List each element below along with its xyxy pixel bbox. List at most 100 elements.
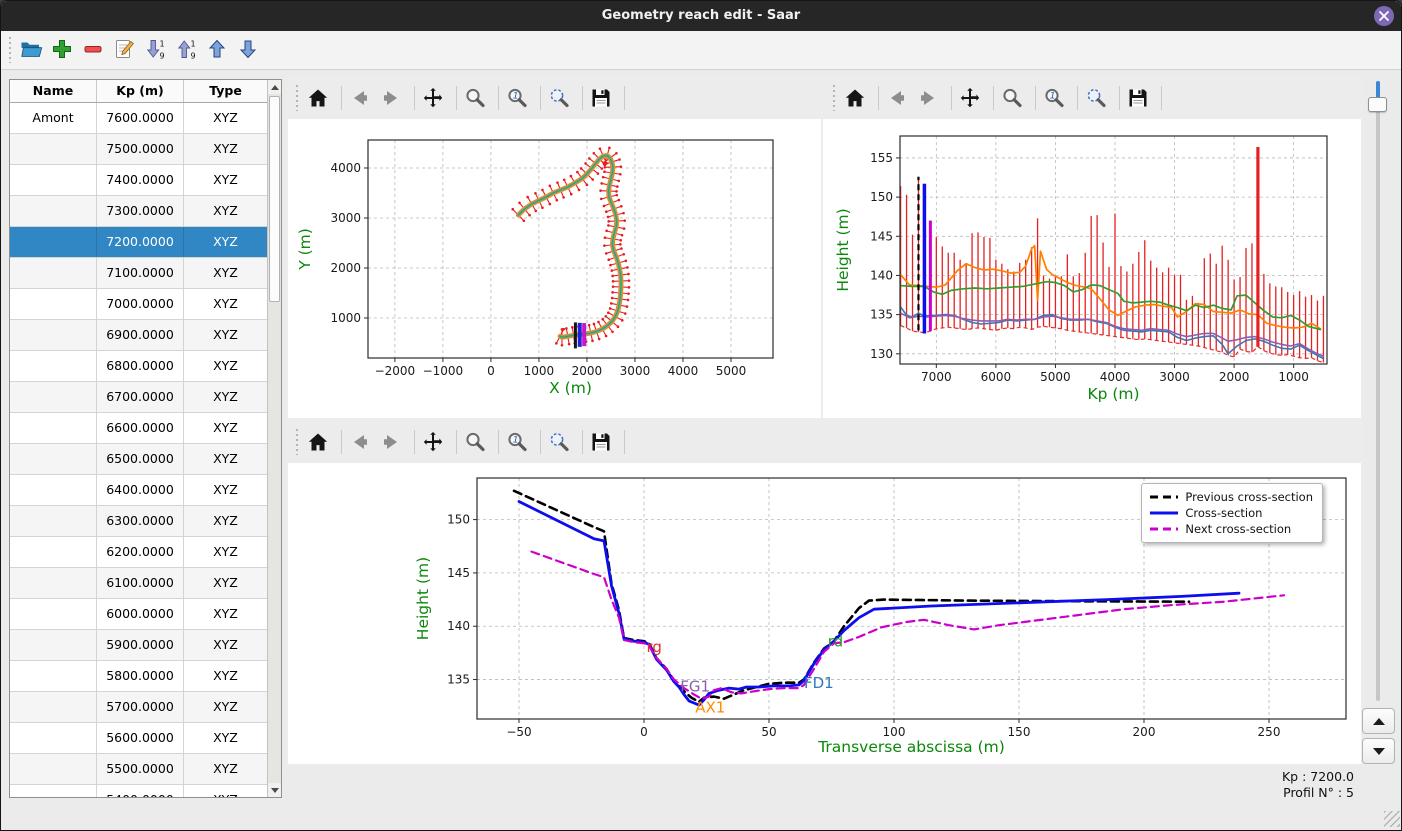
kp-cell[interactable]: 6600.0000: [97, 413, 184, 443]
table-row[interactable]: 6500.0000 XYZ: [10, 444, 281, 475]
kp-cell[interactable]: 6700.0000: [97, 382, 184, 412]
table-row[interactable]: 7500.0000 XYZ: [10, 134, 281, 165]
type-cell[interactable]: XYZ: [184, 227, 268, 257]
table-row[interactable]: 6900.0000 XYZ: [10, 320, 281, 351]
type-cell[interactable]: XYZ: [184, 475, 268, 505]
column-header-kp-m-[interactable]: Kp (m): [97, 80, 184, 102]
name-cell[interactable]: [10, 692, 97, 722]
scrollbar-thumb[interactable]: [268, 96, 280, 302]
kp-cell[interactable]: 6500.0000: [97, 444, 184, 474]
type-cell[interactable]: XYZ: [184, 723, 268, 753]
name-cell[interactable]: [10, 568, 97, 598]
table-row[interactable]: 5800.0000 XYZ: [10, 661, 281, 692]
type-cell[interactable]: XYZ: [184, 258, 268, 288]
kp-cell[interactable]: 6900.0000: [97, 320, 184, 350]
kp-cell[interactable]: 7000.0000: [97, 289, 184, 319]
close-button[interactable]: [1374, 6, 1394, 26]
next-profile-button[interactable]: [1362, 738, 1395, 764]
table-row[interactable]: 6300.0000 XYZ: [10, 506, 281, 537]
profile-zoom-button[interactable]: [999, 84, 1025, 112]
toolbar-grip[interactable]: [7, 37, 12, 63]
type-cell[interactable]: XYZ: [184, 196, 268, 226]
name-cell[interactable]: [10, 413, 97, 443]
type-cell[interactable]: XYZ: [184, 351, 268, 381]
profile-zoom-sel-button[interactable]: [1083, 84, 1109, 112]
profile-slider-track[interactable]: [1376, 81, 1380, 701]
name-cell[interactable]: [10, 506, 97, 536]
profile-save-button[interactable]: [1125, 84, 1151, 112]
scroll-up-button[interactable]: [268, 80, 281, 94]
add-cross-section-button[interactable]: [49, 35, 75, 63]
kp-cell[interactable]: 7300.0000: [97, 196, 184, 226]
plan-save-button[interactable]: [588, 84, 614, 112]
type-cell[interactable]: XYZ: [184, 692, 268, 722]
plan-toolbar-grip[interactable]: [294, 85, 299, 111]
resize-grip[interactable]: [1384, 811, 1400, 827]
kp-cell[interactable]: 7400.0000: [97, 165, 184, 195]
table-row[interactable]: 6700.0000 XYZ: [10, 382, 281, 413]
type-cell[interactable]: XYZ: [184, 165, 268, 195]
type-cell[interactable]: XYZ: [184, 754, 268, 784]
cross-home-button[interactable]: [305, 428, 331, 456]
name-cell[interactable]: [10, 537, 97, 567]
name-cell[interactable]: [10, 351, 97, 381]
cross-forward-button[interactable]: [378, 428, 404, 456]
profile-toolbar-grip[interactable]: [831, 85, 836, 111]
plan-forward-button[interactable]: [378, 84, 404, 112]
move-up-button[interactable]: [204, 35, 230, 63]
plan-home-button[interactable]: [305, 84, 331, 112]
name-cell[interactable]: [10, 599, 97, 629]
name-cell[interactable]: [10, 196, 97, 226]
kp-cell[interactable]: 5700.0000: [97, 692, 184, 722]
profile-slider-handle[interactable]: [1368, 97, 1387, 112]
kp-cell[interactable]: 5500.0000: [97, 754, 184, 784]
type-cell[interactable]: XYZ: [184, 320, 268, 350]
name-cell[interactable]: [10, 134, 97, 164]
kp-cell[interactable]: 6800.0000: [97, 351, 184, 381]
open-file-button[interactable]: [18, 35, 44, 63]
name-cell[interactable]: [10, 320, 97, 350]
table-row[interactable]: 6600.0000 XYZ: [10, 413, 281, 444]
table-row[interactable]: 5700.0000 XYZ: [10, 692, 281, 723]
type-cell[interactable]: XYZ: [184, 289, 268, 319]
name-cell[interactable]: Amont: [10, 103, 97, 133]
table-row[interactable]: 6100.0000 XYZ: [10, 568, 281, 599]
cross-toolbar-grip[interactable]: [294, 429, 299, 455]
type-cell[interactable]: XYZ: [184, 568, 268, 598]
table-row[interactable]: 7200.0000 XYZ: [10, 227, 281, 258]
type-cell[interactable]: XYZ: [184, 785, 268, 797]
table-row[interactable]: 7100.0000 XYZ: [10, 258, 281, 289]
kp-cell[interactable]: 6100.0000: [97, 568, 184, 598]
kp-cell[interactable]: 6400.0000: [97, 475, 184, 505]
type-cell[interactable]: XYZ: [184, 661, 268, 691]
table-row[interactable]: 7000.0000 XYZ: [10, 289, 281, 320]
kp-cell[interactable]: 6000.0000: [97, 599, 184, 629]
name-cell[interactable]: [10, 382, 97, 412]
cross-zoom-button[interactable]: [462, 428, 488, 456]
name-cell[interactable]: [10, 444, 97, 474]
delete-cross-section-button[interactable]: [80, 35, 106, 63]
name-cell[interactable]: [10, 754, 97, 784]
name-cell[interactable]: [10, 630, 97, 660]
name-cell[interactable]: [10, 289, 97, 319]
table-row[interactable]: 7300.0000 XYZ: [10, 196, 281, 227]
cross-zoom-sel-button[interactable]: [546, 428, 572, 456]
name-cell[interactable]: [10, 165, 97, 195]
table-row[interactable]: 5900.0000 XYZ: [10, 630, 281, 661]
kp-cell[interactable]: 6200.0000: [97, 537, 184, 567]
table-row[interactable]: 5500.0000 XYZ: [10, 754, 281, 785]
table-row[interactable]: 5600.0000 XYZ: [10, 723, 281, 754]
name-cell[interactable]: [10, 227, 97, 257]
profile-home-button[interactable]: [842, 84, 868, 112]
kp-cell[interactable]: 7100.0000: [97, 258, 184, 288]
name-cell[interactable]: [10, 258, 97, 288]
scroll-down-button[interactable]: [268, 783, 281, 797]
move-down-button[interactable]: [235, 35, 261, 63]
cross-save-button[interactable]: [588, 428, 614, 456]
profile-forward-button[interactable]: [915, 84, 941, 112]
profile-pan-button[interactable]: [957, 84, 983, 112]
column-header-type[interactable]: Type: [184, 80, 268, 102]
kp-cell[interactable]: 5600.0000: [97, 723, 184, 753]
